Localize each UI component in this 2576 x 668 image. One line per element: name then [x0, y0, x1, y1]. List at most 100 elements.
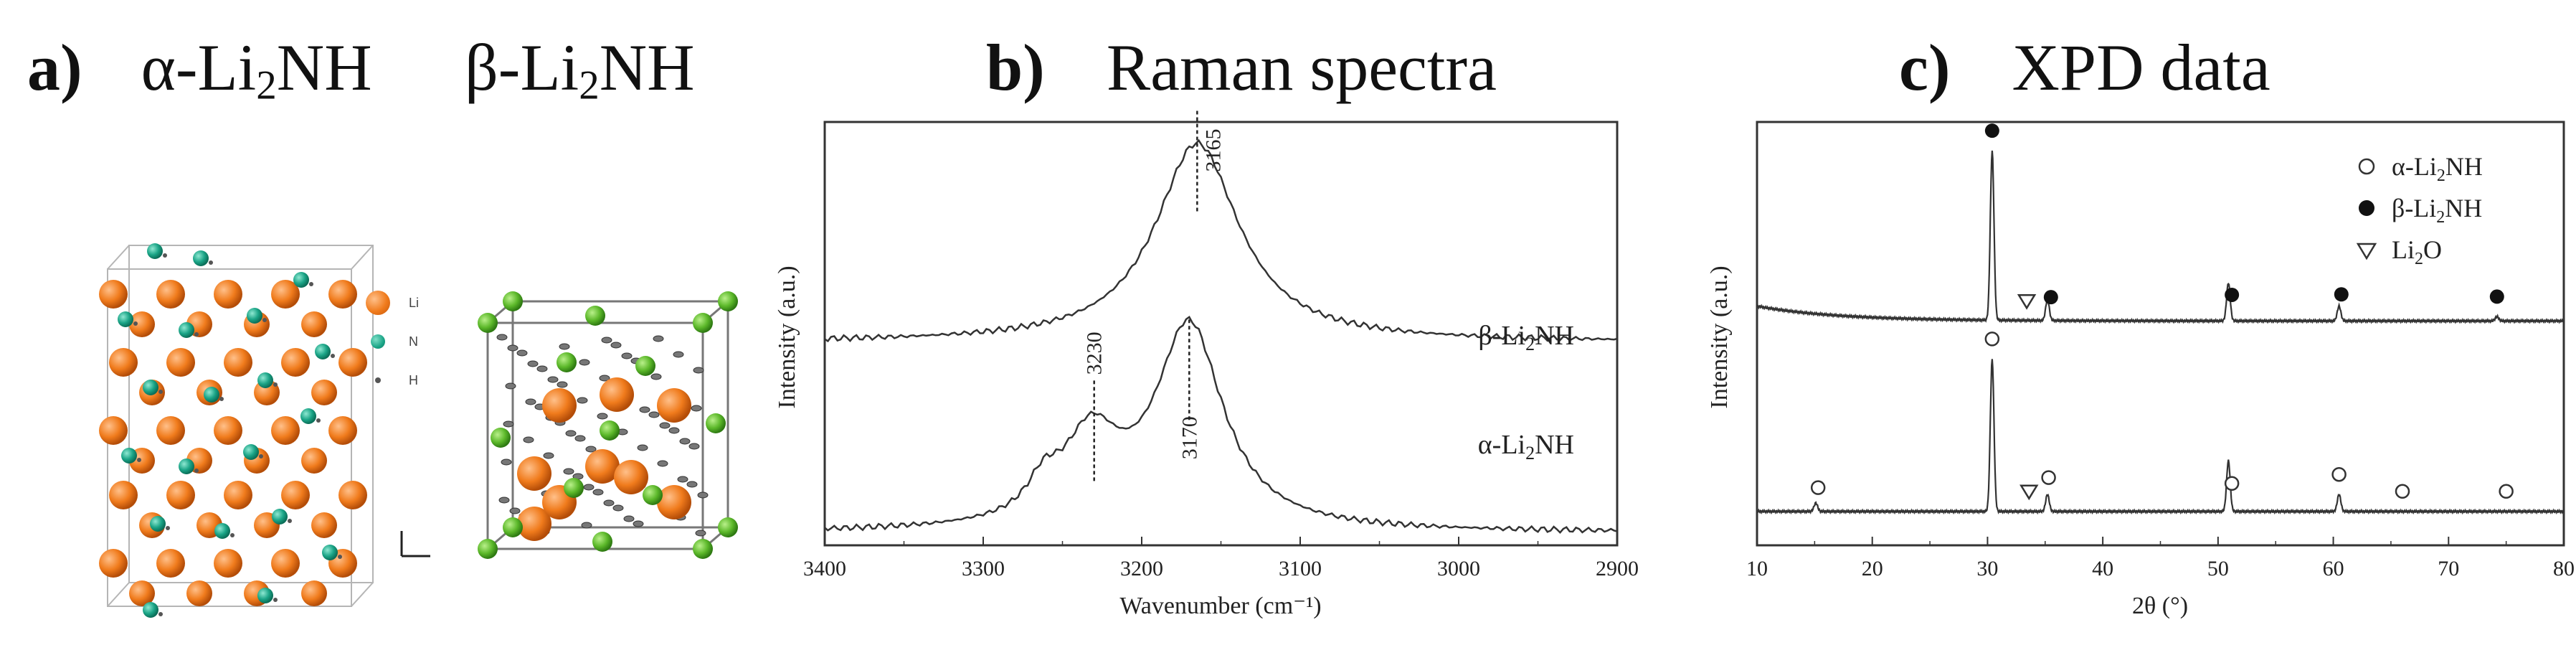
n-atom: [193, 250, 209, 266]
li-atom: [214, 549, 242, 578]
h-atom: [496, 334, 508, 341]
xpd-xtick-label: 10: [1746, 557, 1768, 580]
panel-b-title: Raman spectra: [1106, 31, 1497, 104]
li-atom: [214, 416, 242, 445]
h-atom: [194, 332, 199, 337]
n-atom: [706, 413, 726, 433]
filled-circle-marker: [2043, 290, 2058, 305]
raman-xlabel: Wavenumber (cm⁻¹): [1119, 593, 1321, 619]
n-atom: [322, 545, 338, 560]
xpd-legend-alpha: α-Li2NH: [2392, 152, 2483, 185]
h-atom: [219, 397, 224, 401]
h-atom: [648, 411, 660, 418]
n-atom: [693, 539, 713, 559]
h-atom: [583, 484, 595, 491]
open-circle-marker: [2041, 470, 2056, 485]
li-atom: [109, 481, 138, 509]
panel-b-heading: b) Raman spectra: [986, 34, 1497, 100]
li-atom: [99, 280, 128, 309]
n-atom: [693, 313, 713, 333]
h-atom: [697, 491, 709, 499]
h-atom: [577, 397, 588, 404]
n-atom: [143, 602, 158, 618]
li-atom: [328, 416, 357, 445]
li-atom: [186, 580, 212, 606]
panel-c-letter: c): [1899, 31, 1951, 104]
n-atom: [179, 322, 194, 338]
filled-circle-marker: [1984, 123, 1999, 138]
xpd-chart: 10 20 30 40 50 60 70 80 Intensity (a.u.) 2θ (°)…: [1706, 121, 2575, 619]
n-atom: [118, 311, 133, 327]
h-atom: [653, 335, 664, 342]
n-atom: [315, 344, 331, 359]
li-atom: [517, 456, 551, 491]
panel-b-letter: b): [986, 31, 1045, 104]
li-atom: [99, 549, 128, 578]
h-atom: [691, 405, 702, 412]
legend-item-li: Li: [366, 283, 419, 322]
raman-series-line: [824, 138, 1618, 343]
h-atom: [133, 321, 138, 326]
li-atom: [301, 580, 327, 606]
li-atom: [311, 380, 337, 405]
xpd-legend-beta: β-Li2NH: [2392, 194, 2482, 227]
h-atom: [509, 507, 521, 514]
n-atom: [585, 306, 605, 326]
h-atom: [503, 420, 514, 428]
li-atom: [600, 377, 634, 412]
n-atom: [557, 352, 577, 372]
open-circle-marker: [1810, 480, 1826, 495]
h-atom: [599, 375, 610, 382]
n-atom: [121, 448, 137, 464]
n-atom: [635, 356, 655, 376]
n-atom: [150, 516, 166, 532]
h-atom: [259, 454, 263, 458]
raman-chart: 3400 3300 3200 3100 3000 2900 3165 3230 3170 In…: [774, 110, 1639, 619]
h-atom: [331, 354, 335, 358]
n-atom: [272, 509, 288, 524]
n-atom: [718, 291, 738, 311]
li-atom: [156, 549, 185, 578]
h-atom: [498, 497, 510, 504]
h-atom: [273, 382, 278, 387]
n-atom: [478, 539, 498, 559]
h-atom: [673, 351, 684, 358]
li-atom: [614, 460, 648, 494]
li-atom: [281, 348, 310, 377]
n-atom: [600, 420, 620, 441]
open-circle-marker: [2224, 476, 2240, 491]
n-atom: [300, 408, 316, 424]
li-atom: [657, 388, 691, 423]
xpd-series-line: [1756, 150, 2565, 324]
li-atom: [271, 416, 300, 445]
raman-xtick-label: 3000: [1437, 557, 1480, 580]
alpha-title: α-Li2NH: [141, 31, 372, 108]
h-atom: [650, 373, 662, 380]
xpd-legend-li2o: Li2O: [2392, 235, 2442, 268]
raman-xtick-label: 3200: [1120, 557, 1163, 580]
h-atom: [536, 365, 548, 372]
li-atom: [129, 311, 155, 337]
h-atom: [693, 367, 704, 374]
h-atom: [505, 382, 516, 390]
h-atom: [623, 515, 635, 522]
h-atom: [523, 436, 534, 443]
h-atom: [316, 418, 321, 423]
filled-circle-marker: [2225, 287, 2240, 302]
h-atom: [527, 360, 539, 367]
h-atom: [501, 458, 512, 466]
h-atom: [679, 438, 691, 445]
li-atom: [281, 481, 310, 509]
li-atom: [156, 416, 185, 445]
h-atom: [639, 406, 650, 413]
li-atom: [99, 416, 128, 445]
xpd-legend: α-Li2NH β-Li2NH Li2O: [2356, 152, 2483, 268]
h-atom: [543, 452, 554, 459]
raman-xtick-label: 2900: [1596, 557, 1639, 580]
h-atom: [688, 443, 700, 450]
n-atom: [179, 458, 194, 474]
h-atom: [158, 390, 163, 394]
n-atom: [643, 485, 663, 505]
h-atom: [612, 504, 624, 512]
li-atom: [129, 580, 155, 606]
